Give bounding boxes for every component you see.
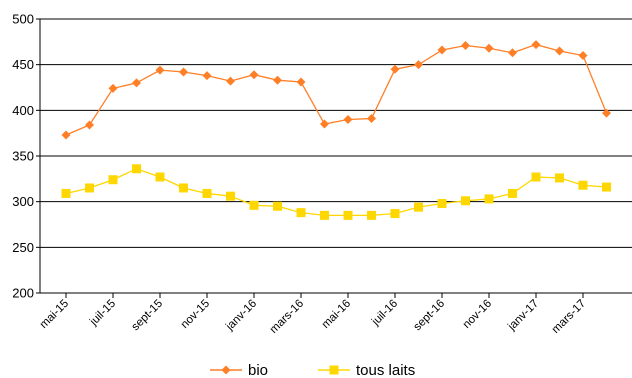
x-tick-label: sept-15 [130, 298, 166, 334]
x-tick-label: juil-15 [87, 298, 118, 329]
series-bio [61, 40, 611, 140]
x-tick-label: juil-16 [369, 298, 400, 329]
data-point [108, 83, 118, 93]
legend-item-tous-laits: tous laits [318, 362, 415, 378]
data-point [108, 175, 118, 185]
y-tick-label: 450 [12, 57, 34, 72]
data-point [85, 183, 94, 193]
data-point [531, 172, 541, 182]
x-tick-label: mai-15 [38, 298, 71, 331]
data-point [320, 210, 329, 220]
x-axis-ticks: mai-15 juil-15 sept-15 nov-15 janv-16 mars-16… [38, 293, 588, 336]
y-tick-label: 350 [12, 149, 34, 164]
x-tick-label: mai-16 [320, 298, 353, 331]
y-tick-label: 250 [12, 240, 34, 255]
data-point [555, 173, 564, 183]
data-point [249, 70, 259, 80]
data-point [578, 51, 588, 61]
data-point [367, 210, 376, 220]
data-point [555, 46, 564, 56]
data-point [437, 45, 447, 55]
data-point [484, 194, 494, 204]
series-line [65, 168, 607, 217]
series-line [65, 43, 608, 136]
grid-lines [40, 18, 632, 248]
y-tick-label: 200 [12, 286, 34, 301]
data-point [461, 196, 470, 206]
legend-label: tous laits [356, 362, 415, 378]
legend: bio tous laits [210, 362, 415, 378]
data-point [602, 182, 611, 192]
data-point [179, 183, 188, 193]
data-point [414, 202, 423, 212]
data-point [226, 191, 235, 201]
data-point [437, 198, 447, 208]
data-point [155, 65, 165, 75]
y-axis-ticks: 200 250 300 350 400 450 500 [12, 12, 40, 301]
x-tick-label: janv-16 [223, 298, 259, 334]
data-point [61, 188, 71, 198]
legend-marker [329, 365, 339, 375]
x-tick-label: nov-15 [179, 298, 212, 331]
x-tick-label: nov-16 [461, 298, 494, 331]
data-point [273, 201, 282, 211]
data-point [249, 200, 259, 210]
data-point [414, 60, 423, 70]
y-tick-label: 500 [12, 12, 34, 27]
data-point [343, 114, 353, 124]
data-point [508, 188, 517, 198]
data-point [367, 114, 376, 124]
x-tick-label: janv-17 [505, 298, 541, 334]
data-point [296, 77, 306, 87]
data-point [202, 188, 212, 198]
x-tick-label: mars-16 [268, 298, 306, 336]
data-point [179, 67, 188, 77]
data-point [531, 40, 541, 50]
x-tick-label: sept-16 [412, 298, 448, 334]
data-point [202, 71, 212, 81]
data-point [273, 75, 282, 85]
data-point [155, 172, 165, 182]
data-point [484, 43, 494, 53]
data-point [320, 119, 329, 129]
data-point [226, 76, 235, 86]
data-point [508, 48, 517, 58]
data-point [602, 108, 611, 118]
data-point [578, 180, 588, 190]
series-tous-laits [61, 164, 611, 220]
data-point [390, 209, 400, 219]
data-point [390, 64, 400, 74]
legend-marker [221, 365, 231, 375]
data-point [61, 130, 71, 140]
data-point [85, 120, 94, 130]
x-tick-label: mars-17 [550, 298, 588, 336]
data-point [343, 210, 353, 220]
y-tick-label: 400 [12, 103, 34, 118]
y-tick-label: 300 [12, 194, 34, 209]
legend-item-bio: bio [210, 362, 268, 378]
data-point [132, 164, 141, 174]
data-point [132, 78, 141, 88]
data-point [461, 40, 470, 50]
legend-label: bio [248, 362, 268, 378]
series-layer [61, 40, 611, 220]
data-point [296, 208, 306, 218]
